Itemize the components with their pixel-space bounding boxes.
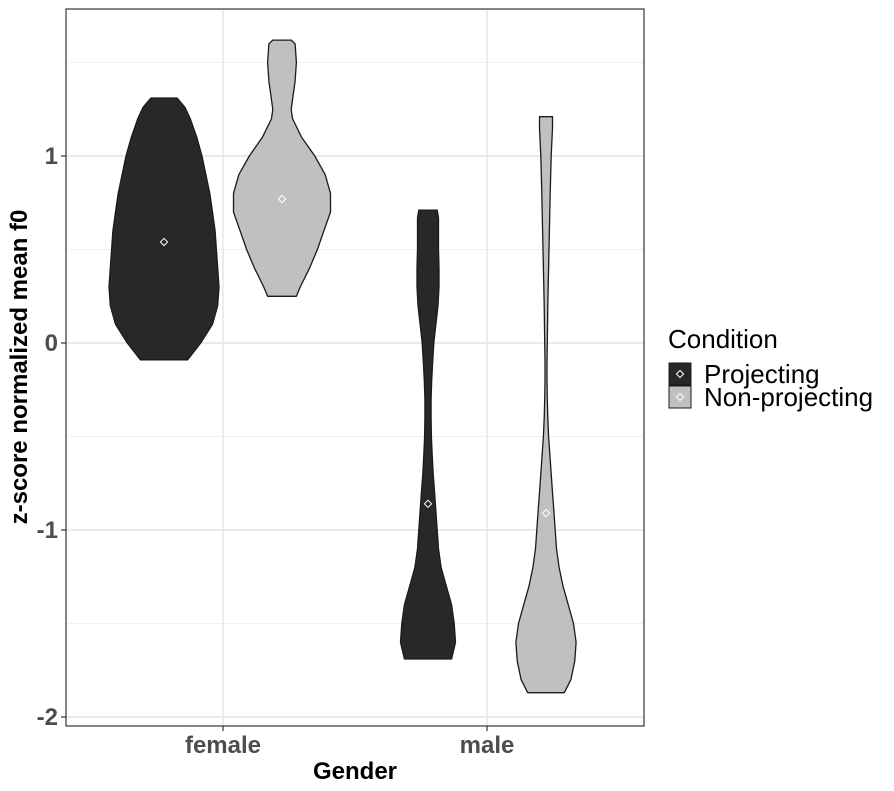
panel-border — [65, 8, 645, 727]
x-axis-title: Gender — [313, 758, 397, 785]
legend-key-mean-icon — [675, 392, 685, 402]
violin-non-projecting-male — [515, 116, 577, 694]
mean-marker — [541, 508, 551, 518]
violins-layer — [108, 39, 577, 694]
legend-key-non-projecting — [668, 385, 692, 409]
mean-marker — [423, 499, 433, 509]
y-tick-label: -1 — [37, 517, 58, 544]
legend-key-projecting — [668, 362, 692, 386]
y-tick-label: 0 — [45, 330, 58, 357]
legend-key-mean-icon — [675, 369, 685, 379]
mean-marker — [277, 194, 287, 204]
y-tick-label: 1 — [45, 143, 58, 170]
violin-projecting-female — [108, 97, 220, 361]
legend-title: Condition — [668, 324, 778, 354]
violin-non-projecting-female — [232, 39, 332, 297]
mean-markers-layer — [159, 194, 551, 518]
legend-label: Projecting — [704, 359, 820, 389]
y-tick-label: -2 — [37, 704, 58, 731]
x-axis-ticks: female male — [185, 726, 514, 759]
x-tick-label: female — [185, 732, 261, 759]
mean-marker — [159, 237, 169, 247]
y-axis-title: z-score normalized mean f0 — [6, 210, 33, 525]
x-tick-label: male — [460, 732, 515, 759]
y-axis-ticks: -2 -1 0 1 — [37, 143, 66, 731]
violin-projecting-male — [399, 209, 457, 660]
legend-label: Non-projecting — [704, 382, 873, 412]
